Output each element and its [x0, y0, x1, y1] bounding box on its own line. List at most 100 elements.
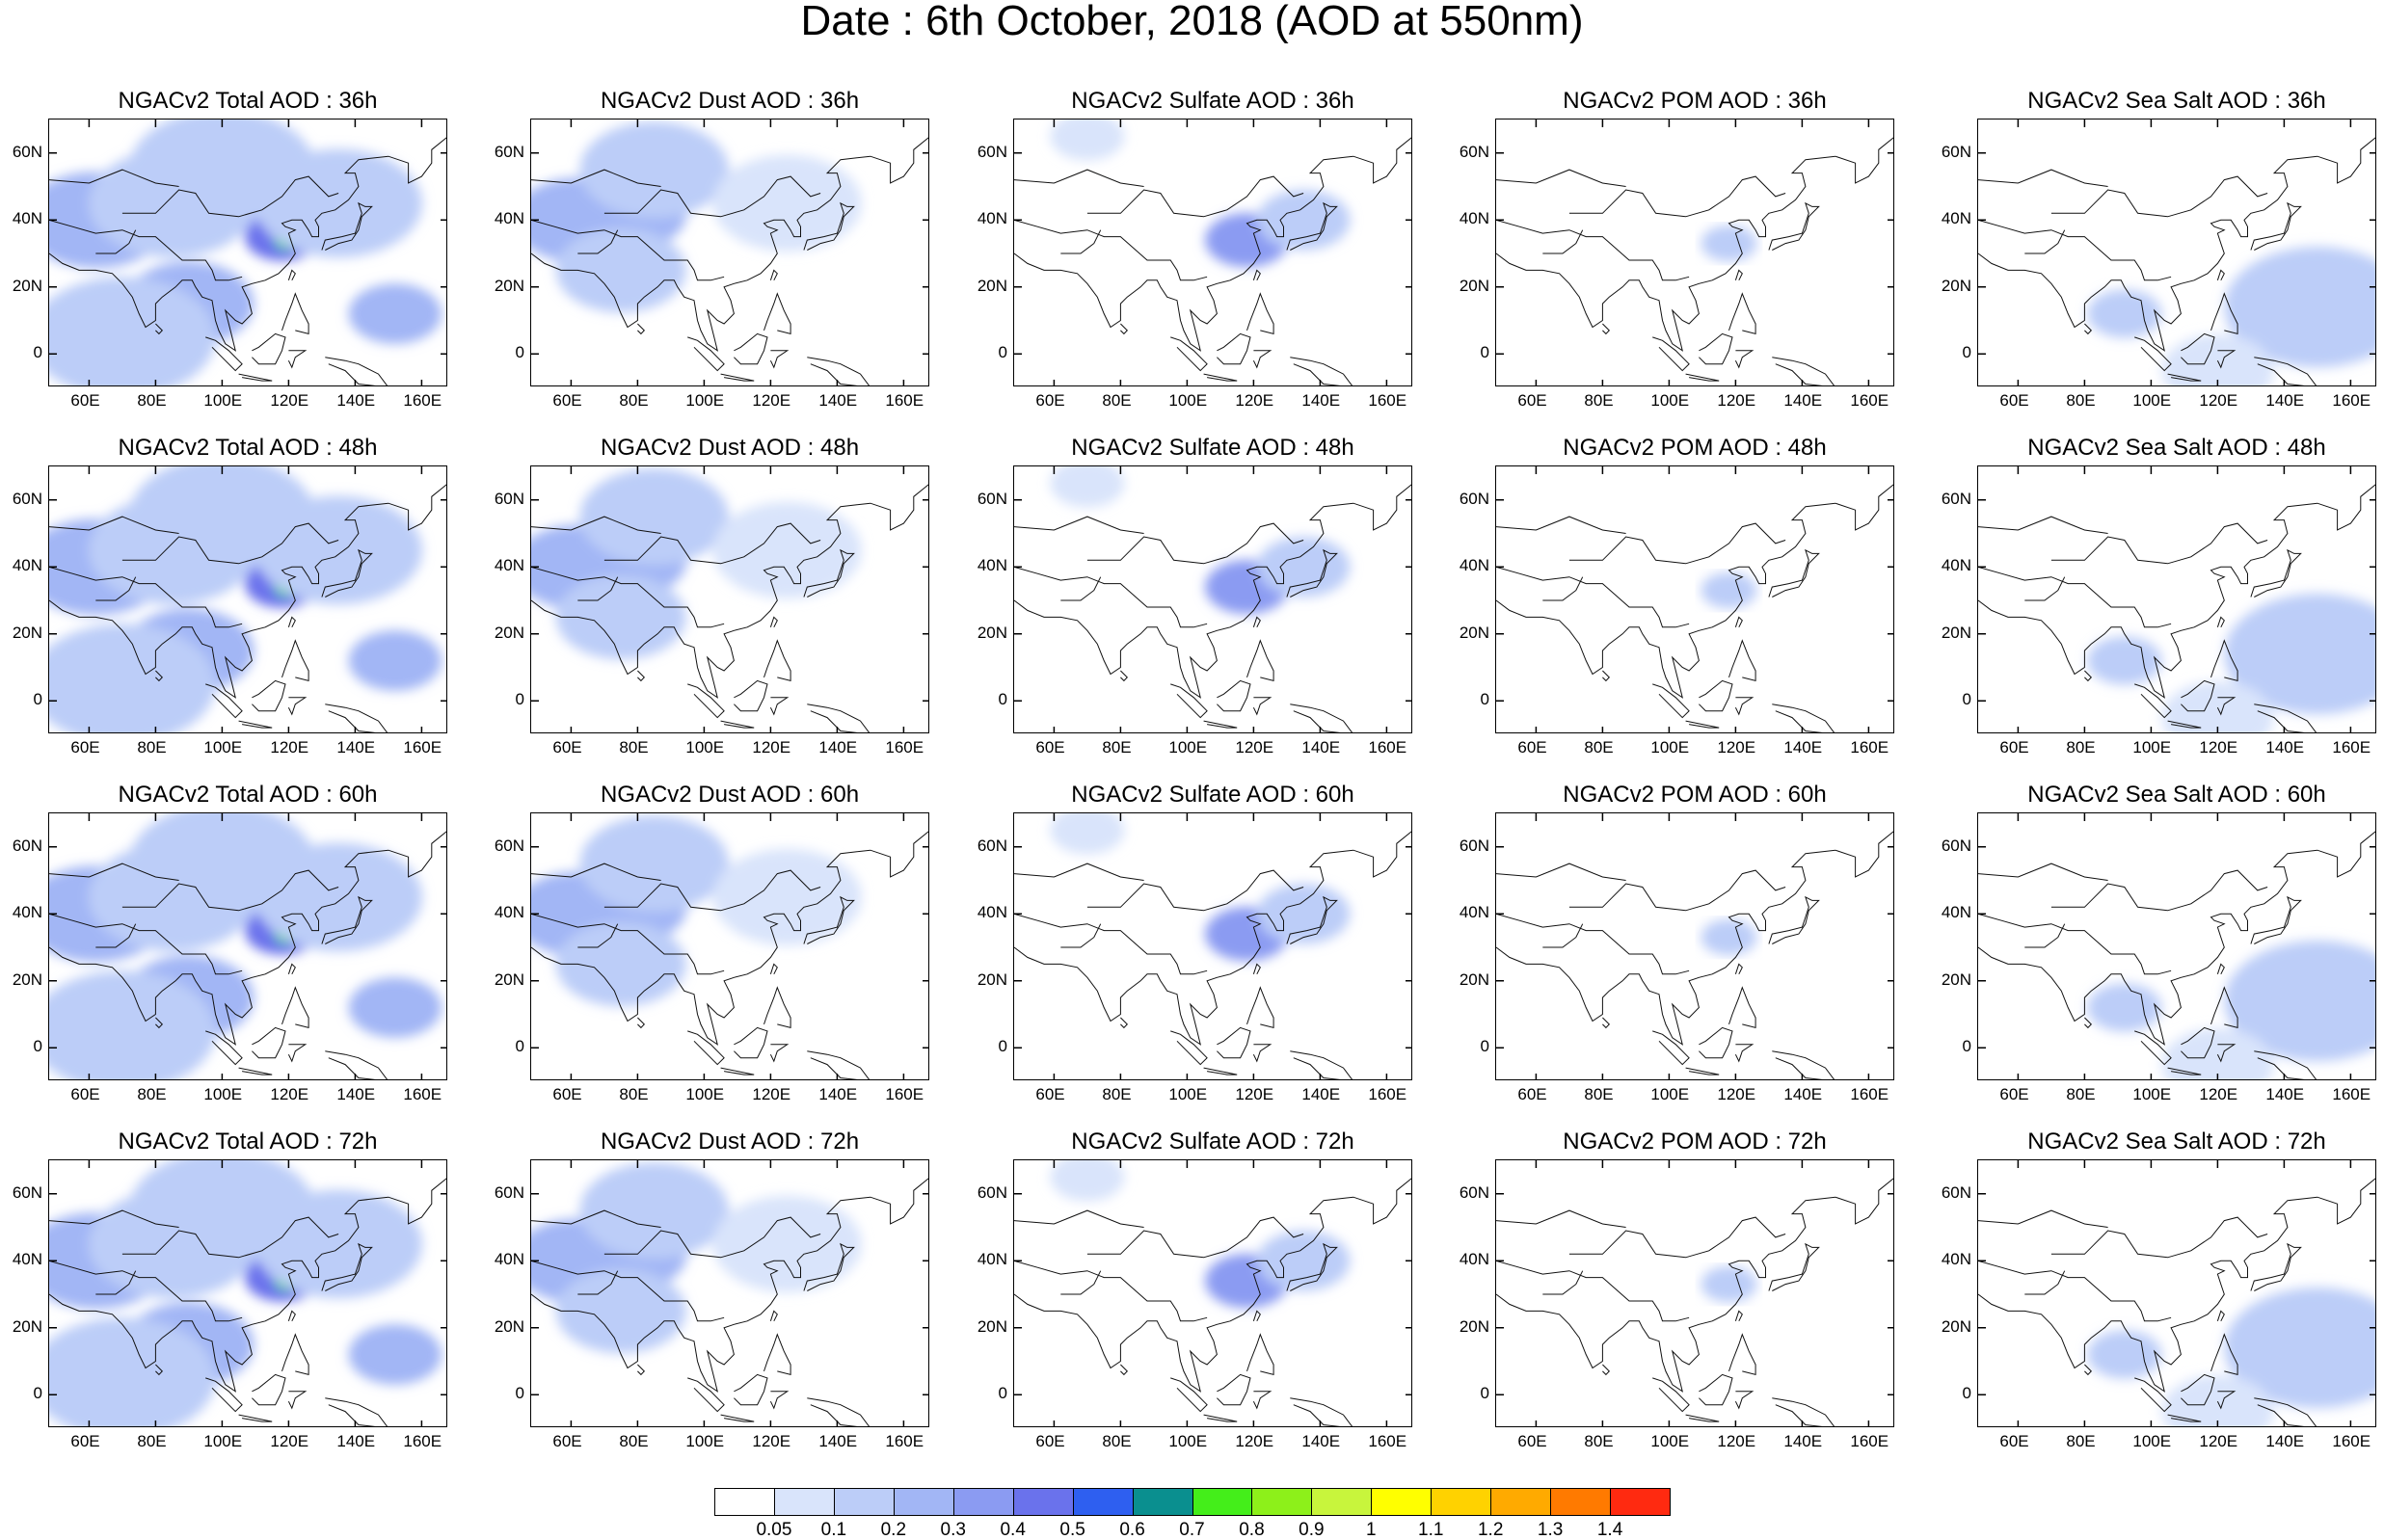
- coastline: [687, 1377, 725, 1413]
- lon-tick-label: 60E: [70, 1432, 100, 1450]
- coastline: [1170, 683, 1208, 719]
- colorbar-label: 0.3: [940, 1520, 966, 1540]
- aod-blob: [1050, 119, 1125, 161]
- coastline: [321, 201, 373, 251]
- coastline: [1246, 986, 1274, 1029]
- lat-tick-label: 0: [1962, 1037, 1971, 1056]
- lat-tick-label: 40N: [977, 903, 1007, 922]
- lat-tick-label: 60N: [494, 142, 524, 161]
- map-canvas: [1496, 466, 1893, 732]
- colorbar-swatch: [1251, 1488, 1313, 1516]
- lat-tick-label: 40N: [494, 556, 524, 575]
- lat-tick-label: 60N: [1459, 1182, 1489, 1202]
- coastline: [734, 332, 768, 365]
- coastline: [1217, 1026, 1251, 1059]
- lon-tick-label: 120E: [1235, 391, 1274, 410]
- lat-tick-label: 20N: [494, 1316, 524, 1336]
- country-border: [1496, 1209, 1626, 1228]
- map-panel-dust-36h: [530, 119, 929, 386]
- aod-field: [2087, 594, 2375, 732]
- country-border: [49, 219, 243, 281]
- colorbar-swatch: [773, 1488, 835, 1516]
- coastline: [49, 484, 446, 699]
- country-border: [603, 175, 821, 218]
- aod-blob: [712, 501, 862, 598]
- aod-field: [1050, 119, 1351, 268]
- coastline: [1286, 201, 1338, 251]
- colorbar-swatch: [1311, 1488, 1373, 1516]
- aod-blob: [579, 468, 729, 566]
- aod-blob: [579, 121, 729, 219]
- aod-field: [2087, 1288, 2375, 1426]
- country-border: [531, 516, 661, 534]
- map-canvas: [1978, 119, 2375, 385]
- coastline: [1290, 1050, 1353, 1079]
- coastline: [281, 639, 309, 682]
- lon-tick-label: 160E: [403, 738, 442, 757]
- coastline: [1496, 137, 1893, 352]
- coastline: [1699, 332, 1733, 365]
- coastline: [807, 704, 871, 732]
- lon-tick-label: 60E: [1999, 1085, 2029, 1103]
- colorbar-label: 0.9: [1299, 1520, 1325, 1540]
- coastline: [2254, 704, 2317, 732]
- lat-tick-label: 40N: [1459, 1250, 1489, 1269]
- coastline: [205, 336, 243, 372]
- map-panel-total-60h: [48, 812, 447, 1080]
- lon-tick-label: 100E: [685, 1085, 725, 1103]
- coastline: [287, 963, 296, 975]
- aod-blob: [1701, 571, 1757, 609]
- coastline: [1602, 323, 1611, 335]
- coastline: [1728, 1333, 1756, 1376]
- coastline: [2210, 639, 2238, 682]
- country-border: [1568, 1216, 1786, 1259]
- lat-tick-label: 20N: [977, 1316, 1007, 1336]
- country-border: [49, 863, 179, 881]
- panel-title: NGACv2 Sulfate AOD : 48h: [1071, 435, 1354, 461]
- country-border: [531, 169, 661, 187]
- lon-tick-label: 160E: [1850, 1085, 1889, 1103]
- coastline: [287, 697, 308, 716]
- lon-tick-label: 140E: [818, 391, 858, 410]
- lat-tick-label: 20N: [977, 276, 1007, 295]
- lon-tick-label: 100E: [203, 1432, 243, 1450]
- coastline: [2216, 1044, 2237, 1063]
- coastline: [734, 1373, 768, 1406]
- lon-tick-label: 100E: [1650, 1432, 1690, 1450]
- coastline: [807, 1050, 871, 1079]
- coastline: [769, 697, 790, 716]
- lon-tick-label: 80E: [619, 1432, 649, 1450]
- lon-tick-label: 60E: [70, 391, 100, 410]
- lon-tick-label: 80E: [619, 1085, 649, 1103]
- coastline: [1685, 373, 1720, 382]
- lat-tick-label: 40N: [12, 903, 42, 922]
- aod-field: [49, 119, 442, 385]
- panel-title: NGACv2 Sea Salt AOD : 48h: [2027, 435, 2326, 461]
- country-border: [1978, 863, 2108, 881]
- map-canvas: [531, 466, 928, 732]
- country-border: [1978, 1260, 2172, 1322]
- country-border: [2024, 576, 2066, 601]
- panel-title: NGACv2 Sulfate AOD : 36h: [1071, 88, 1354, 114]
- coastline: [807, 1397, 871, 1426]
- lon-tick-label: 120E: [2199, 1432, 2238, 1450]
- country-border: [2050, 869, 2268, 912]
- coastline: [2210, 986, 2238, 1029]
- aod-blob: [254, 495, 423, 605]
- coastline: [1286, 548, 1338, 597]
- map-panel-seasalt-48h: [1977, 465, 2376, 733]
- country-border: [1060, 576, 1102, 601]
- coastline: [2167, 1414, 2202, 1422]
- aod-blob: [555, 574, 686, 660]
- coastline: [1203, 373, 1238, 382]
- aod-blob: [1050, 1160, 1125, 1202]
- lon-tick-label: 80E: [1102, 391, 1132, 410]
- lon-tick-label: 120E: [752, 1432, 791, 1450]
- lon-tick-label: 140E: [336, 738, 376, 757]
- lon-tick-label: 160E: [1850, 738, 1889, 757]
- lon-tick-label: 140E: [2265, 1432, 2305, 1450]
- lon-tick-label: 100E: [2132, 391, 2172, 410]
- country-border: [49, 1209, 179, 1228]
- coastline: [531, 484, 928, 699]
- lat-tick-label: 0: [1480, 343, 1489, 362]
